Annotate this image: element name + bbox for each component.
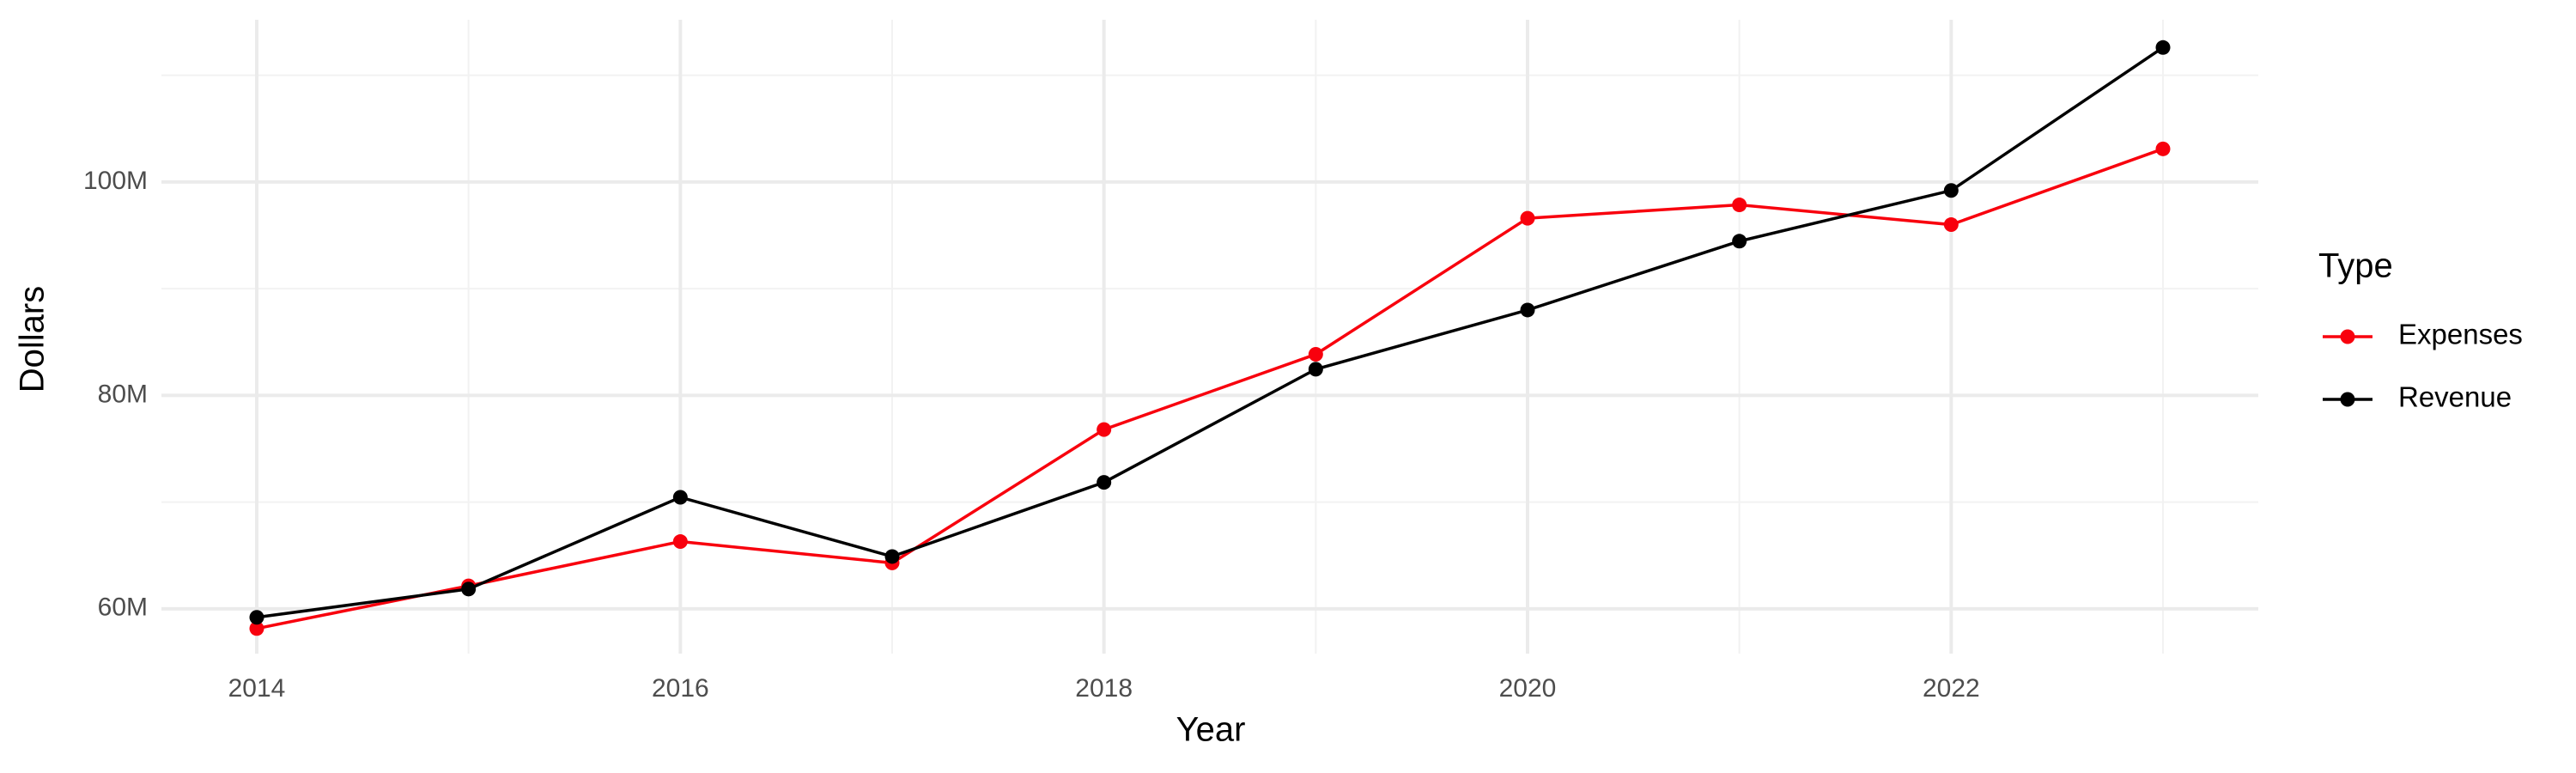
data-point <box>672 534 688 550</box>
data-point <box>249 610 264 625</box>
data-point <box>1520 210 1535 226</box>
series-line <box>256 46 2164 619</box>
legend-key-point <box>2340 392 2355 407</box>
legend-key-point <box>2340 329 2355 344</box>
data-point <box>1520 302 1535 318</box>
data-point <box>1097 475 1112 490</box>
legend-label: Revenue <box>2398 381 2512 413</box>
data-point <box>1732 198 1747 213</box>
x-tick-label: 2020 <box>1499 674 1557 703</box>
legend-label: Expenses <box>2398 319 2523 350</box>
y-tick-label: 60M <box>98 593 148 622</box>
x-tick-label: 2014 <box>228 674 286 703</box>
data-point <box>1732 234 1747 249</box>
y-tick-label: 80M <box>98 380 148 408</box>
y-axis-title: Dollars <box>14 286 52 393</box>
x-tick-label: 2018 <box>1075 674 1133 703</box>
grid <box>161 20 2258 654</box>
data-point <box>1943 217 1959 233</box>
data-point <box>1308 362 1323 377</box>
legend-title: Type <box>2318 247 2393 285</box>
data-point <box>249 621 264 636</box>
data-point <box>461 581 477 597</box>
data-point <box>2155 141 2171 156</box>
data-point <box>1943 183 1959 198</box>
x-axis-title: Year <box>1176 711 1246 749</box>
data-point <box>672 490 688 505</box>
data-point <box>2155 40 2171 55</box>
data-point <box>1097 422 1112 437</box>
data-point <box>1308 347 1323 362</box>
x-tick-label: 2016 <box>652 674 709 703</box>
data-point <box>884 549 900 564</box>
y-tick-label: 100M <box>83 167 148 195</box>
x-tick-label: 2022 <box>1923 674 1980 703</box>
